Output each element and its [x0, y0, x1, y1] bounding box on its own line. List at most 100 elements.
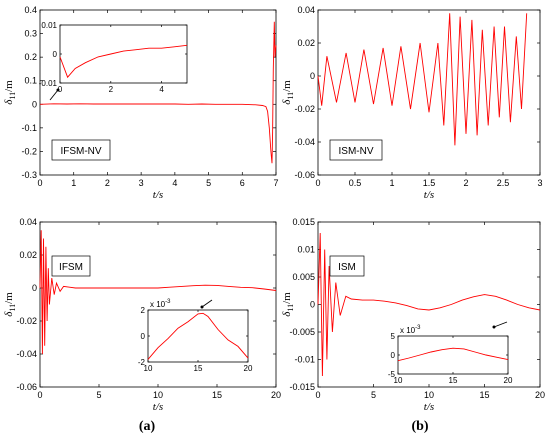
- y-tick-label: 0.02: [297, 38, 315, 48]
- legend-box-label: ISM-NV: [339, 146, 374, 157]
- x-tick-label: 1.5: [423, 178, 436, 188]
- y-tick-label: 0: [32, 283, 37, 293]
- y-axis-label-subscript: 11: [286, 92, 295, 100]
- legend-box: [329, 139, 383, 161]
- y-tick-label: 0: [310, 300, 315, 310]
- y-axis-label-main: δ: [3, 99, 15, 105]
- y-tick-label: 0: [310, 71, 315, 81]
- legend-box-label: IFSM-NV: [60, 146, 101, 157]
- x-tick-label: 0: [315, 390, 320, 400]
- chart-panel-ifsm: 0 5 10 15 20-0.06-0.04-0.0200.020.04t/sδ11/m…: [3, 217, 281, 413]
- x-tick-label: 1: [71, 178, 76, 188]
- inset-x-tick-label: 20: [504, 376, 513, 385]
- inset-plot-frame: [147, 309, 249, 363]
- inset-x-tick-label: 15: [449, 376, 458, 385]
- y-tick-label: 0.04: [297, 5, 315, 15]
- pointer-arrow-head: [492, 325, 496, 329]
- y-axis-label-main: δ: [3, 311, 15, 317]
- legend-box: [51, 139, 111, 161]
- y-axis-label: δ11/m: [281, 292, 295, 317]
- inset-y-tick-label: -5: [388, 370, 396, 379]
- pointer-arrow-head: [200, 305, 204, 309]
- y-tick-label: 0.02: [19, 250, 37, 260]
- y-axis-label: δ11/m: [281, 80, 295, 105]
- y-tick-label: 0.005: [292, 272, 315, 282]
- chart-panel-ifsm-nv: 0 1 2 3 4 5 6 7 -0.3 -0.2 -0.1 0 0.1 0.2 0.3 0.4 t/s δ11/…: [3, 5, 279, 201]
- y-axis-label-unit: /m: [3, 292, 15, 304]
- inset-x-tick-label: 0: [58, 85, 63, 94]
- y-tick-label: -0.04: [294, 137, 315, 147]
- inset-y-tick-label: 5: [391, 332, 396, 341]
- x-tick-label: 7: [273, 178, 278, 188]
- x-tick-label: 0: [37, 178, 42, 188]
- series-line: [39, 21, 277, 164]
- inset-exponent-power: -3: [415, 325, 421, 331]
- inset-exponent-label: x 10-3: [400, 325, 421, 335]
- y-tick-label: 0.01: [297, 245, 315, 255]
- y-tick-label: 0: [32, 99, 37, 109]
- x-tick-label: 15: [212, 390, 222, 400]
- inset-x-tick-label: 15: [194, 364, 203, 373]
- x-tick-label: 2: [463, 178, 468, 188]
- inset-exponent-power: -3: [165, 299, 171, 305]
- y-axis-label-subscript: 11: [8, 92, 17, 100]
- legend-box: [329, 255, 365, 277]
- x-axis-label: t/s: [153, 401, 163, 413]
- y-tick-label: -0.02: [294, 104, 315, 114]
- y-axis-label: δ11/m: [3, 80, 17, 105]
- y-tick-label: 0.2: [24, 52, 37, 62]
- pointer-arrow: [493, 321, 508, 328]
- inset-y-tick-label: -0.01: [39, 79, 58, 88]
- inset-exponent-label: x 10-3: [150, 299, 171, 309]
- series-line: [317, 13, 528, 146]
- x-tick-label: 10: [153, 390, 163, 400]
- inset-series-line: [59, 44, 188, 79]
- inset-series-line: [397, 347, 509, 362]
- x-tick-label: 6: [240, 178, 245, 188]
- inset-x-tick-label: 4: [159, 85, 164, 94]
- y-tick-label: -0.04: [16, 349, 37, 359]
- x-tick-label: 3: [139, 178, 144, 188]
- x-axis-label: t/s: [424, 401, 434, 413]
- y-tick-label: 0.1: [24, 76, 37, 86]
- inset-plot-frame: [397, 335, 509, 375]
- pointer-arrow: [49, 89, 59, 101]
- pointer-arrow-head: [56, 88, 60, 92]
- y-tick-label: -0.3: [21, 170, 37, 180]
- inset-y-tick-label: 0: [391, 351, 396, 360]
- y-axis-label-main: δ: [281, 99, 293, 105]
- x-tick-label: 20: [535, 390, 545, 400]
- y-tick-label: -0.015: [289, 382, 315, 392]
- caption-b: (b): [411, 419, 428, 434]
- inset-y-tick-label: 0: [53, 50, 58, 59]
- y-tick-label: 0.4: [24, 5, 37, 15]
- inset-y-tick-label: 0.01: [41, 21, 57, 30]
- y-tick-label: -0.06: [294, 170, 315, 180]
- x-tick-label: 0.5: [349, 178, 362, 188]
- legend-box: [51, 255, 91, 277]
- x-tick-label: 0: [315, 178, 320, 188]
- pointer-arrow: [201, 299, 213, 308]
- x-tick-label: 10: [424, 390, 434, 400]
- caption-a: (a): [139, 419, 156, 434]
- inset-x-tick-label: 20: [244, 364, 253, 373]
- y-tick-label: -0.02: [16, 316, 37, 326]
- x-tick-label: 5: [96, 390, 101, 400]
- series-line: [39, 230, 277, 355]
- y-tick-label: -0.06: [16, 382, 37, 392]
- x-tick-label: 20: [271, 390, 281, 400]
- x-tick-label: 5: [206, 178, 211, 188]
- y-axis-label-unit: /m: [3, 80, 15, 92]
- x-tick-label: 1: [389, 178, 394, 188]
- y-tick-label: -0.005: [289, 327, 315, 337]
- inset-x-tick-label: 10: [144, 364, 153, 373]
- y-axis-label-unit: /m: [281, 292, 293, 304]
- inset-plot-frame: [59, 24, 188, 84]
- chart-panel-ism-nv: 0 0.5 1 1.5 2 2.5 3 -0.06 -0.04 -0.02 0 0.02 0.04 t/s…: [281, 5, 543, 201]
- inset-y-tick-label: 0: [141, 332, 146, 341]
- x-tick-label: 2.5: [497, 178, 510, 188]
- y-tick-label: -0.1: [21, 123, 37, 133]
- inset-x-tick-label: 2: [109, 85, 114, 94]
- x-tick-label: 3: [537, 178, 542, 188]
